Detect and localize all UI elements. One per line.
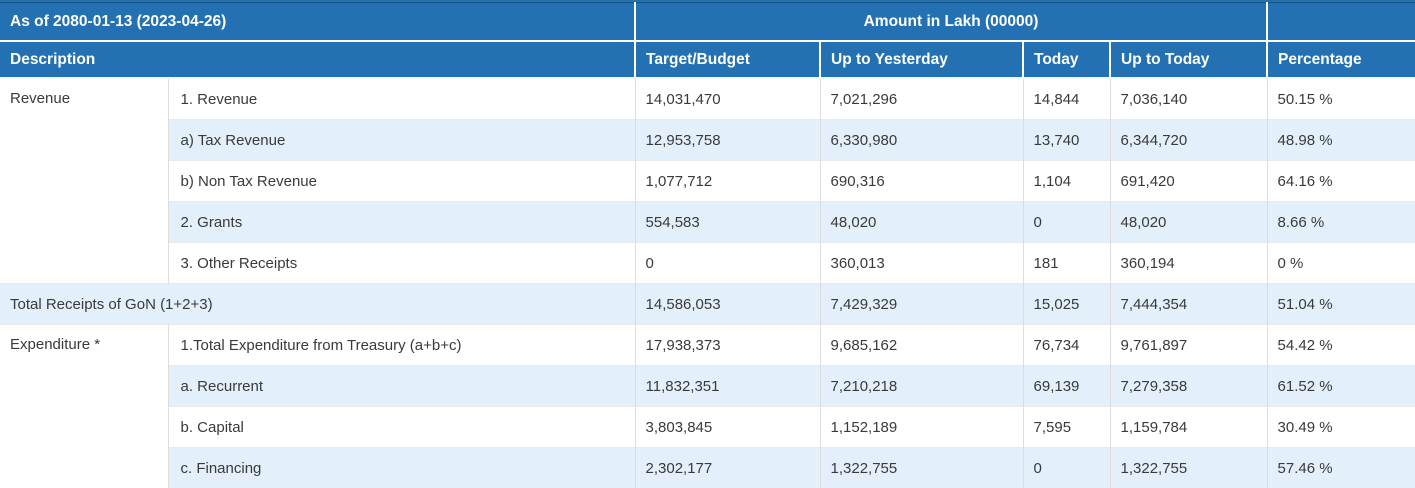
table-row: Revenue 1. Revenue 14,031,470 7,021,296 … [0,78,1415,120]
cell-up-to-today: 6,344,720 [1110,120,1267,161]
cell-today: 0 [1023,202,1110,243]
row-description: b) Non Tax Revenue [168,161,635,202]
cell-up-to-yesterday: 48,020 [820,202,1023,243]
table-row: a) Tax Revenue 12,953,758 6,330,980 13,7… [0,120,1415,161]
row-description: c. Financing [168,448,635,488]
table-row: 3. Other Receipts 0 360,013 181 360,194 … [0,243,1415,284]
title-row-spacer [1267,3,1415,42]
cell-percentage: 61.52 % [1267,366,1415,407]
cell-percentage: 54.42 % [1267,325,1415,366]
cell-target-budget: 17,938,373 [635,325,820,366]
row-description: 1. Revenue [168,78,635,120]
cell-target-budget: 14,586,053 [635,284,820,325]
cell-target-budget: 0 [635,243,820,284]
group-label-expenditure: Expenditure * [0,325,168,488]
column-header-percentage: Percentage [1267,41,1415,78]
column-header-up-to-today: Up to Today [1110,41,1267,78]
column-header-description: Description [0,41,635,78]
cell-up-to-today: 360,194 [1110,243,1267,284]
table-title-row: As of 2080-01-13 (2023-04-26) Amount in … [0,3,1415,42]
row-description: 3. Other Receipts [168,243,635,284]
cell-percentage: 8.66 % [1267,202,1415,243]
cell-today: 76,734 [1023,325,1110,366]
cell-up-to-yesterday: 690,316 [820,161,1023,202]
cell-up-to-yesterday: 360,013 [820,243,1023,284]
cell-today: 0 [1023,448,1110,488]
cell-today: 1,104 [1023,161,1110,202]
cell-up-to-today: 7,036,140 [1110,78,1267,120]
cell-target-budget: 11,832,351 [635,366,820,407]
cell-target-budget: 12,953,758 [635,120,820,161]
table-row: b) Non Tax Revenue 1,077,712 690,316 1,1… [0,161,1415,202]
cell-today: 15,025 [1023,284,1110,325]
table-row: a. Recurrent 11,832,351 7,210,218 69,139… [0,366,1415,407]
cell-up-to-today: 1,322,755 [1110,448,1267,488]
cell-percentage: 64.16 % [1267,161,1415,202]
cell-target-budget: 554,583 [635,202,820,243]
cell-target-budget: 2,302,177 [635,448,820,488]
column-header-today: Today [1023,41,1110,78]
column-header-row: Description Target/Budget Up to Yesterda… [0,41,1415,78]
table-row: 2. Grants 554,583 48,020 0 48,020 8.66 % [0,202,1415,243]
cell-target-budget: 3,803,845 [635,407,820,448]
cell-up-to-yesterday: 1,152,189 [820,407,1023,448]
cell-today: 14,844 [1023,78,1110,120]
group-label-revenue: Revenue [0,78,168,284]
cell-up-to-yesterday: 9,685,162 [820,325,1023,366]
cell-up-to-today: 1,159,784 [1110,407,1267,448]
cell-up-to-today: 7,279,358 [1110,366,1267,407]
cell-target-budget: 14,031,470 [635,78,820,120]
column-header-up-to-yesterday: Up to Yesterday [820,41,1023,78]
cell-up-to-yesterday: 7,021,296 [820,78,1023,120]
row-description-total-receipts: Total Receipts of GoN (1+2+3) [0,284,635,325]
cell-up-to-today: 691,420 [1110,161,1267,202]
cell-up-to-yesterday: 7,210,218 [820,366,1023,407]
cell-up-to-today: 48,020 [1110,202,1267,243]
table-body: Revenue 1. Revenue 14,031,470 7,021,296 … [0,78,1415,488]
table-row: Expenditure * 1.Total Expenditure from T… [0,325,1415,366]
cell-today: 181 [1023,243,1110,284]
cell-up-to-today: 7,444,354 [1110,284,1267,325]
row-description: a. Recurrent [168,366,635,407]
cell-percentage: 51.04 % [1267,284,1415,325]
row-description: 2. Grants [168,202,635,243]
cell-percentage: 30.49 % [1267,407,1415,448]
cell-percentage: 57.46 % [1267,448,1415,488]
cell-percentage: 50.15 % [1267,78,1415,120]
table-row: c. Financing 2,302,177 1,322,755 0 1,322… [0,448,1415,488]
cell-percentage: 48.98 % [1267,120,1415,161]
cell-up-to-today: 9,761,897 [1110,325,1267,366]
amount-unit-label: Amount in Lakh (00000) [635,3,1267,42]
cell-up-to-yesterday: 1,322,755 [820,448,1023,488]
cell-today: 13,740 [1023,120,1110,161]
as-of-date-label: As of 2080-01-13 (2023-04-26) [0,3,635,42]
cell-percentage: 0 % [1267,243,1415,284]
column-header-target-budget: Target/Budget [635,41,820,78]
row-description: b. Capital [168,407,635,448]
cell-up-to-yesterday: 6,330,980 [820,120,1023,161]
table-header: As of 2080-01-13 (2023-04-26) Amount in … [0,3,1415,79]
cell-target-budget: 1,077,712 [635,161,820,202]
row-description: a) Tax Revenue [168,120,635,161]
cell-today: 7,595 [1023,407,1110,448]
table-row-total-receipts: Total Receipts of GoN (1+2+3) 14,586,053… [0,284,1415,325]
row-description: 1.Total Expenditure from Treasury (a+b+c… [168,325,635,366]
cell-up-to-yesterday: 7,429,329 [820,284,1023,325]
table-row: b. Capital 3,803,845 1,152,189 7,595 1,1… [0,407,1415,448]
cell-today: 69,139 [1023,366,1110,407]
